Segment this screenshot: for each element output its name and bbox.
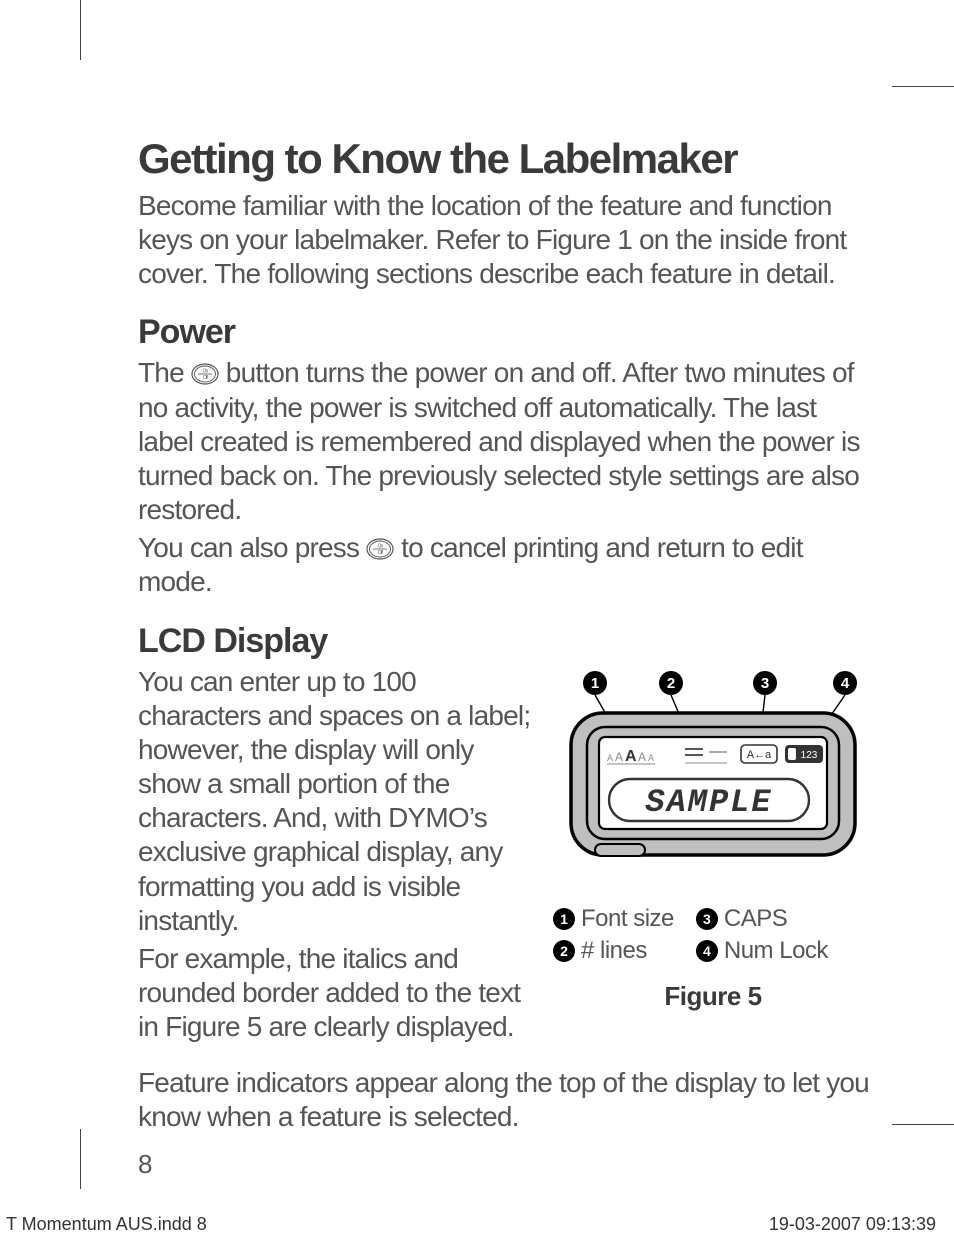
text-run: You can also press bbox=[138, 532, 366, 563]
power-button-icon: OnOff bbox=[366, 538, 394, 560]
svg-text:2: 2 bbox=[667, 675, 675, 692]
callout-badge: 4 bbox=[833, 671, 857, 695]
svg-text:A: A bbox=[625, 748, 637, 765]
callout-badge: 1 bbox=[583, 671, 607, 695]
svg-text:123: 123 bbox=[801, 750, 818, 761]
power-paragraph-2: You can also press OnOff to cancel print… bbox=[138, 531, 873, 599]
svg-text:Off: Off bbox=[203, 375, 209, 381]
print-footer: T Momentum AUS.indd 8 19-03-2007 09:13:3… bbox=[0, 1214, 954, 1235]
intro-paragraph: Become familiar with the location of the… bbox=[138, 189, 873, 291]
text-run: button turns the power on and off. After… bbox=[138, 357, 860, 525]
legend-label: Font size bbox=[581, 905, 674, 933]
legend-item: 1 Font size bbox=[553, 905, 674, 933]
svg-text:3: 3 bbox=[761, 675, 769, 692]
lcd-paragraph-2: For example, the italics and rounded bor… bbox=[138, 942, 535, 1044]
svg-text:A: A bbox=[648, 753, 654, 763]
legend-badge: 3 bbox=[696, 908, 718, 930]
heading-power: Power bbox=[138, 313, 873, 352]
heading-lcd: LCD Display bbox=[138, 622, 873, 661]
svg-text:1: 1 bbox=[591, 675, 599, 692]
page-number: 8 bbox=[138, 1149, 873, 1180]
crop-mark bbox=[80, 0, 81, 60]
svg-text:On: On bbox=[378, 544, 384, 550]
lcd-paragraph-3: Feature indicators appear along the top … bbox=[138, 1066, 873, 1134]
crop-mark bbox=[892, 86, 954, 87]
lcd-figure-svg: 1 2 3 4 bbox=[553, 669, 873, 899]
legend-item: 3 CAPS bbox=[696, 905, 828, 933]
page-content: Getting to Know the Labelmaker Become fa… bbox=[138, 135, 873, 1180]
figure-legend: 1 Font size 2 # lines 3 CAPS bbox=[553, 905, 873, 969]
legend-label: Num Lock bbox=[724, 937, 828, 965]
numlock-indicator-icon: 123 bbox=[785, 745, 823, 763]
svg-text:A: A bbox=[638, 750, 646, 764]
footer-filename: T Momentum AUS.indd 8 bbox=[6, 1214, 207, 1235]
crop-mark bbox=[80, 1129, 81, 1189]
heading-main: Getting to Know the Labelmaker bbox=[138, 135, 873, 183]
legend-item: 4 Num Lock bbox=[696, 937, 828, 965]
figure-caption: Figure 5 bbox=[553, 981, 873, 1012]
power-button-icon: OnOff bbox=[191, 363, 219, 385]
svg-text:Off: Off bbox=[378, 550, 384, 556]
callout-badge: 2 bbox=[659, 671, 683, 695]
lcd-paragraph-1: You can enter up to 100 characters and s… bbox=[138, 665, 535, 938]
legend-badge: 1 bbox=[553, 908, 575, 930]
callout-badge: 3 bbox=[753, 671, 777, 695]
legend-item: 2 # lines bbox=[553, 937, 674, 965]
footer-timestamp: 19-03-2007 09:13:39 bbox=[769, 1214, 936, 1235]
svg-text:A←a: A←a bbox=[747, 749, 772, 761]
text-run: The bbox=[138, 357, 191, 388]
svg-text:A: A bbox=[607, 753, 613, 763]
svg-text:4: 4 bbox=[841, 675, 850, 692]
power-paragraph-1: The OnOff button turns the power on and … bbox=[138, 356, 873, 527]
legend-badge: 4 bbox=[696, 940, 718, 962]
crop-mark bbox=[892, 1124, 954, 1125]
legend-badge: 2 bbox=[553, 940, 575, 962]
legend-label: # lines bbox=[581, 937, 647, 965]
legend-label: CAPS bbox=[724, 905, 787, 933]
figure-5: 1 2 3 4 bbox=[553, 669, 873, 1012]
sample-label-text: SAMPLE bbox=[645, 784, 772, 821]
svg-text:A: A bbox=[615, 750, 623, 764]
